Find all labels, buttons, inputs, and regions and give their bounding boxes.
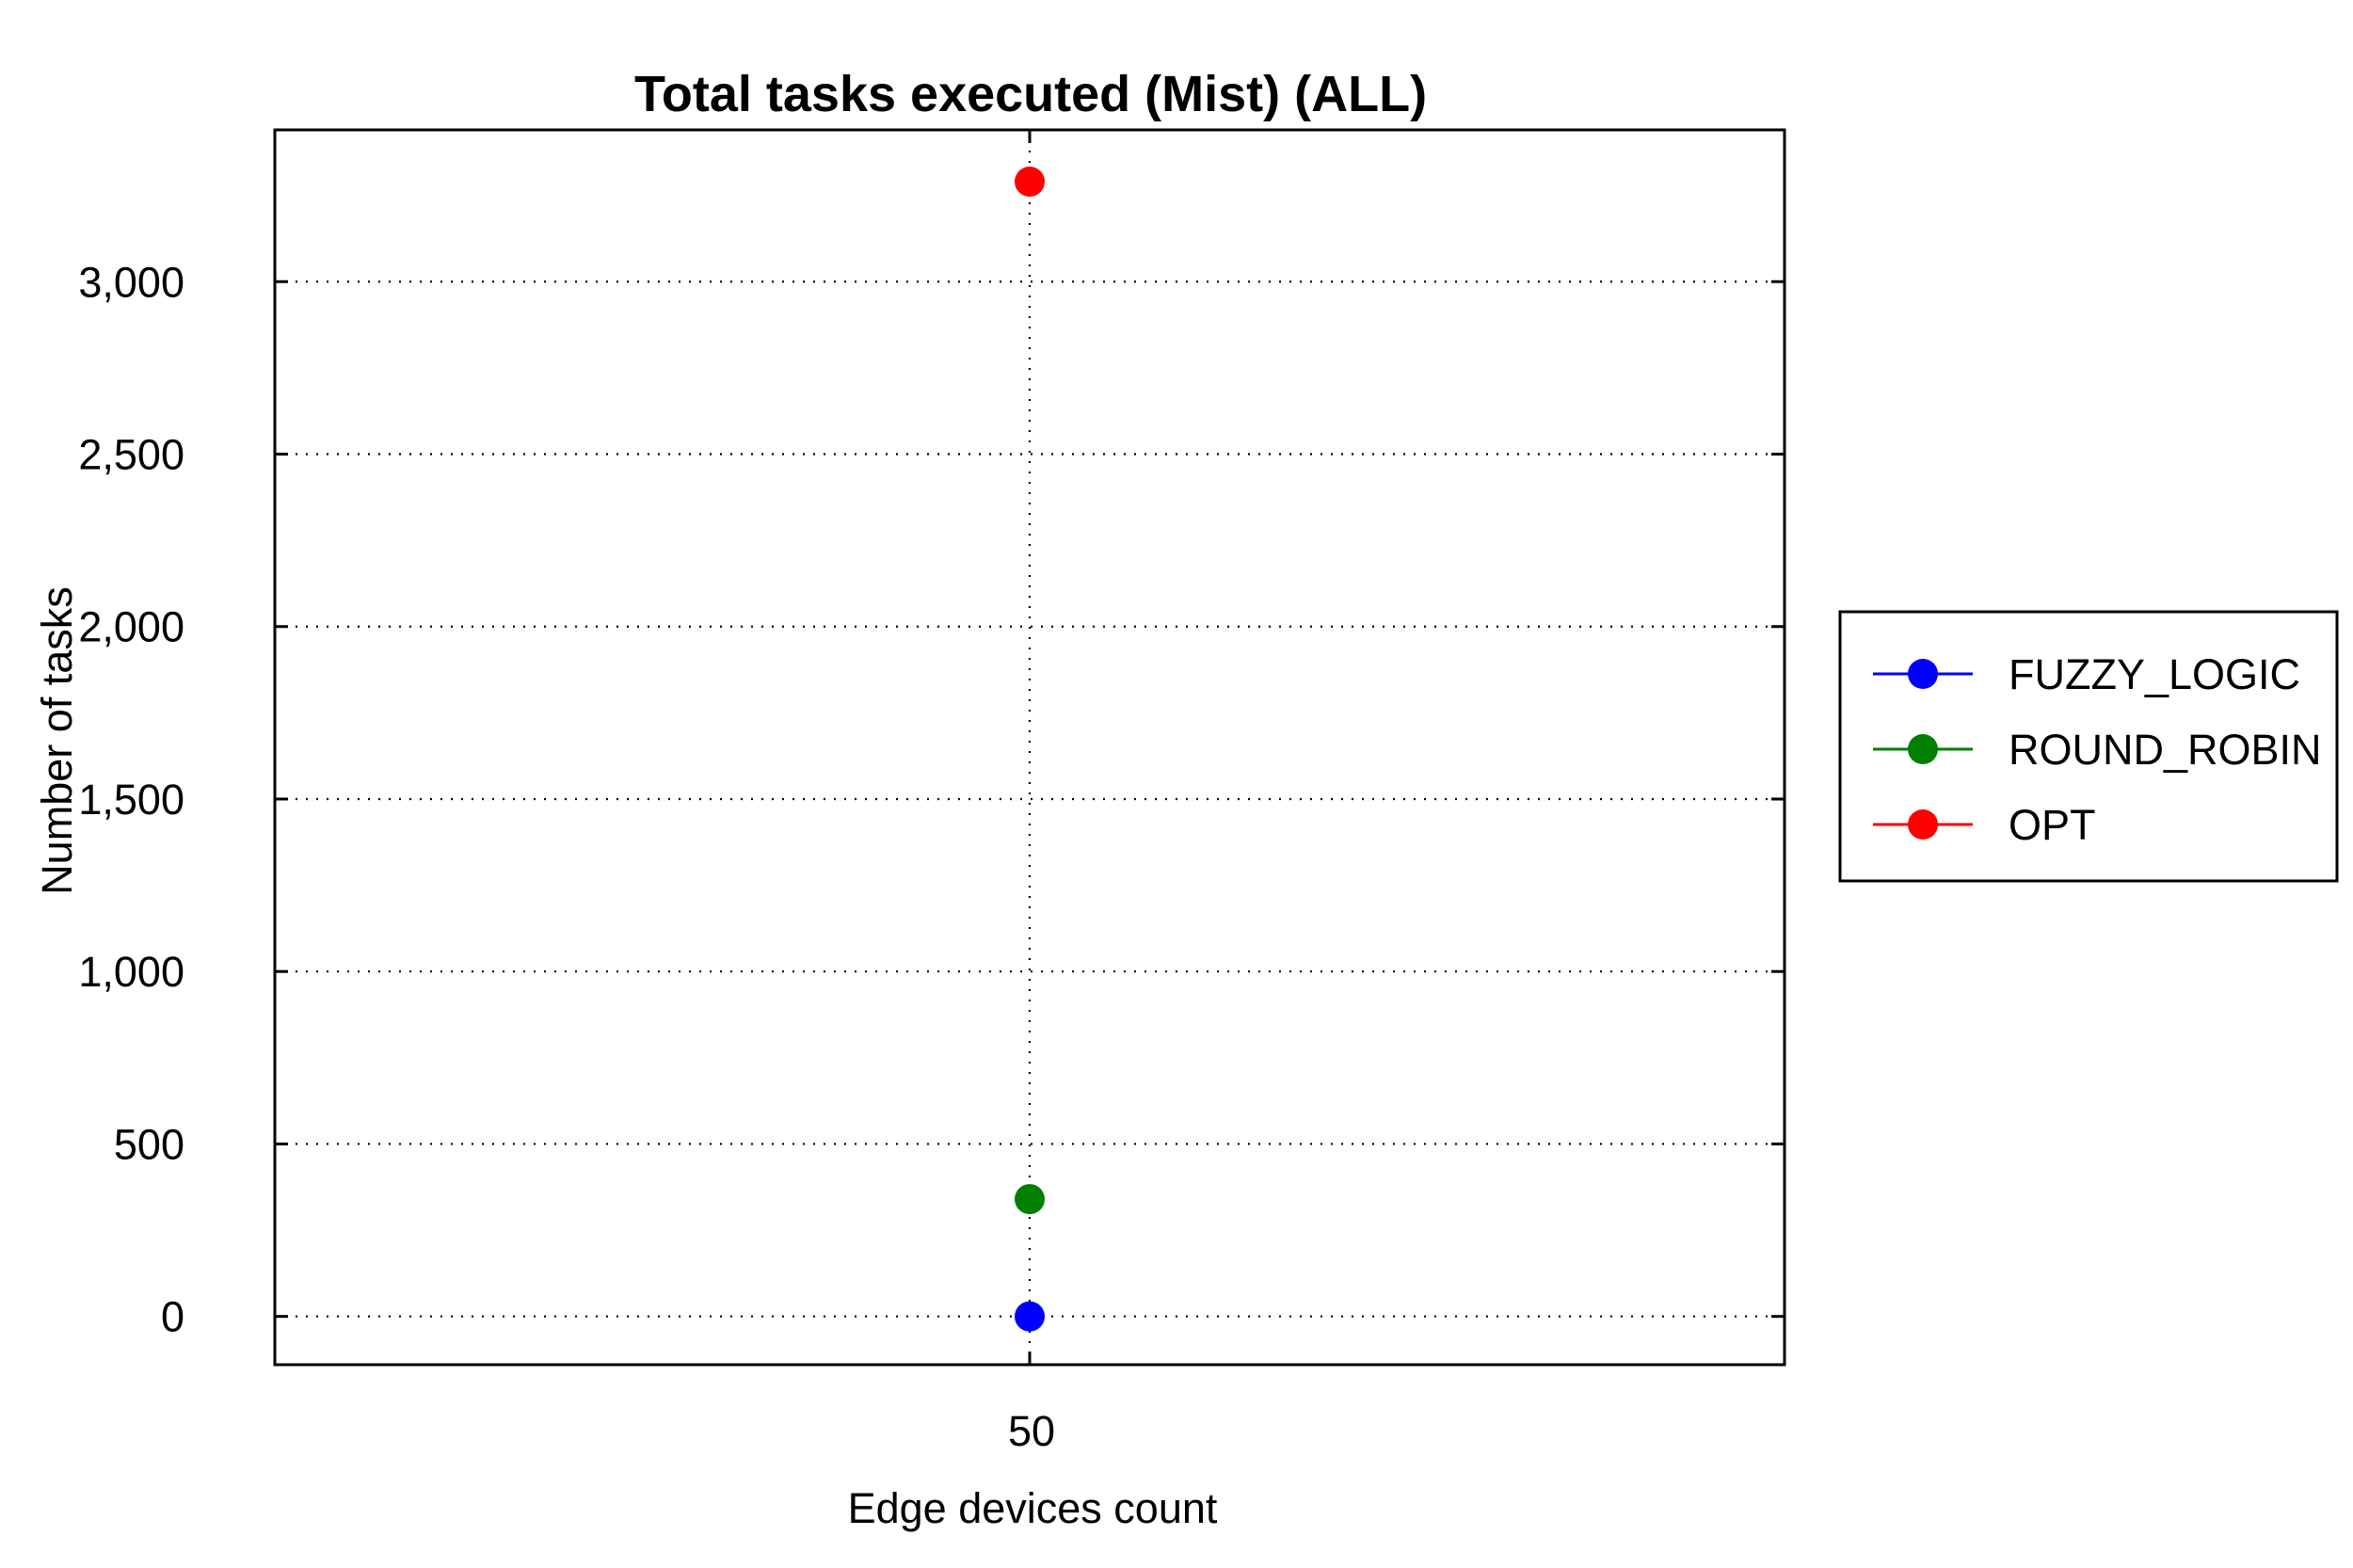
axis-ticks <box>275 130 1785 1365</box>
legend-item: OPT <box>1873 801 2096 849</box>
chart-title: Total tasks executed (Mist) (ALL) <box>634 66 1427 122</box>
data-point <box>1015 166 1045 197</box>
y-tick-labels: 0 500 1,000 1,500 2,000 2,500 3,000 <box>78 258 184 1340</box>
data-points <box>1015 166 1045 1332</box>
legend-item: FUZZY_LOGIC <box>1873 650 2300 698</box>
y-tick-label: 1,500 <box>78 776 184 824</box>
legend-label: ROUND_ROBIN <box>2009 726 2322 774</box>
y-tick-label: 1,000 <box>78 948 184 996</box>
legend-marker <box>1908 659 1938 689</box>
legend-item: ROUND_ROBIN <box>1873 726 2322 774</box>
legend-label: FUZZY_LOGIC <box>2009 650 2300 698</box>
y-tick-label: 0 <box>161 1293 184 1341</box>
grid-lines <box>275 130 1785 1365</box>
x-tick-labels: 50 <box>1008 1407 1055 1455</box>
data-point <box>1015 1184 1045 1215</box>
y-tick-label: 2,000 <box>78 603 184 651</box>
plot-frame <box>273 128 1786 1367</box>
y-tick-label: 2,500 <box>78 430 184 478</box>
legend-marker <box>1908 734 1938 764</box>
y-tick-label: 3,000 <box>78 258 184 306</box>
y-tick-label: 500 <box>114 1120 184 1168</box>
y-axis-label: Number of tasks <box>33 586 81 895</box>
x-axis-label: Edge devices count <box>848 1484 1218 1532</box>
legend-marker <box>1908 809 1938 840</box>
legend: FUZZY_LOGIC ROUND_ROBIN OPT <box>1838 610 2339 883</box>
x-tick-label: 50 <box>1008 1407 1055 1455</box>
legend-label: OPT <box>2009 801 2096 849</box>
data-point <box>1015 1301 1045 1332</box>
